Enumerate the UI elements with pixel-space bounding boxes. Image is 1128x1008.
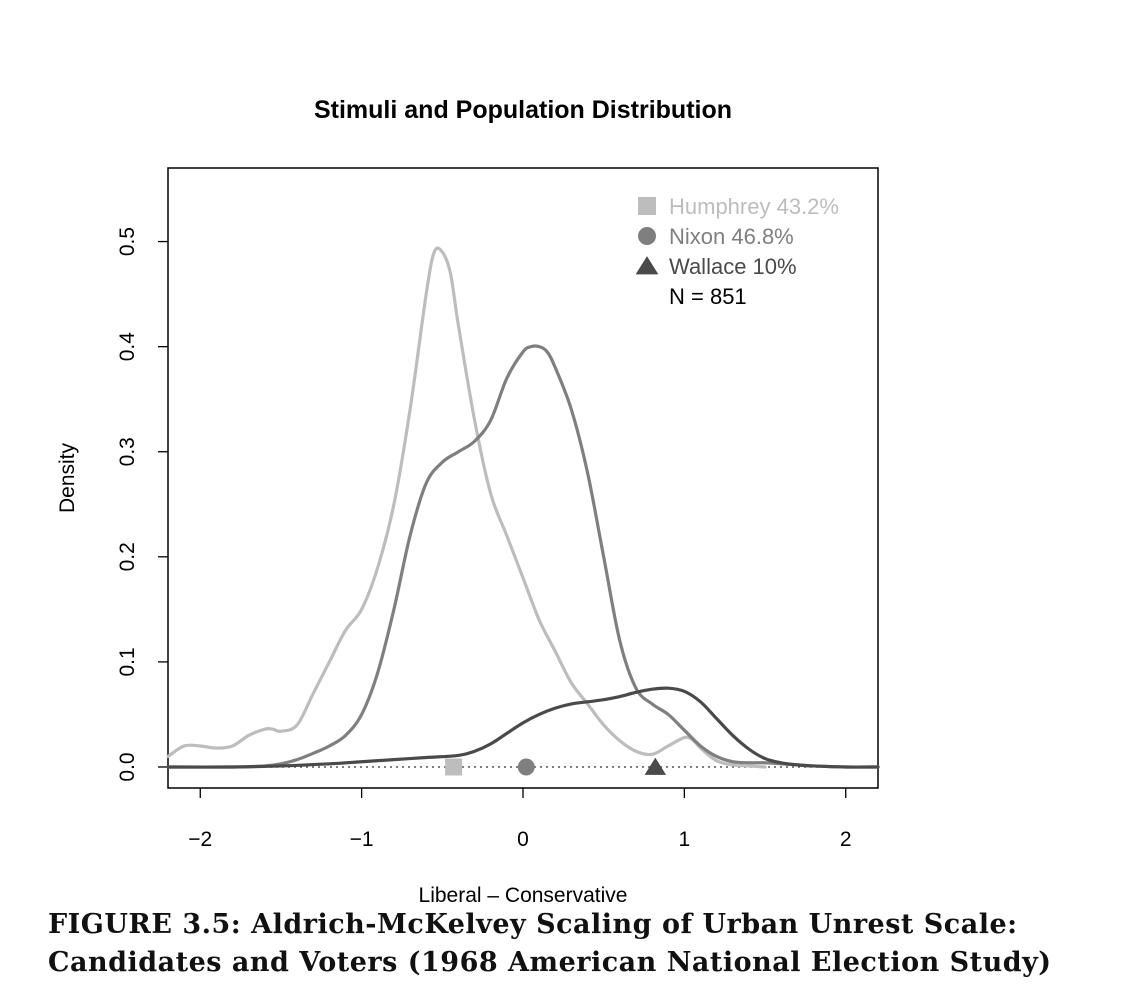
x-tick-label: 2 bbox=[840, 828, 852, 851]
density-curves bbox=[166, 246, 880, 769]
legend-marker-nixon bbox=[638, 227, 656, 245]
y-tick-label: 0.5 bbox=[116, 227, 139, 256]
legend-marker-wallace bbox=[635, 256, 659, 275]
x-tick-label: 0 bbox=[517, 828, 529, 851]
y-tick-label: 0.2 bbox=[116, 542, 139, 571]
density-line-humphrey bbox=[166, 246, 767, 769]
y-tick-label: 0.4 bbox=[116, 332, 139, 362]
figure-caption: FIGURE 3.5: Aldrich-McKelvey Scaling of … bbox=[48, 906, 1108, 982]
caption-line-2: Candidates and Voters (1968 American Nat… bbox=[48, 947, 1052, 978]
legend: Humphrey 43.2% Nixon 46.8% Wallace 10% N = … bbox=[635, 194, 839, 309]
y-tick-label: 0.1 bbox=[116, 647, 139, 676]
density-line-nixon bbox=[166, 344, 880, 769]
legend-sample-size: N = 851 bbox=[669, 284, 747, 309]
stimulus-marker-wallace bbox=[644, 757, 667, 775]
chart-title: Stimuli and Population Distribution bbox=[314, 96, 732, 124]
x-tick-label: −1 bbox=[350, 828, 374, 851]
y-tick-label: 0.3 bbox=[116, 437, 139, 466]
density-line-wallace bbox=[166, 686, 880, 769]
x-axis: −2 −1 0 1 2 bbox=[188, 788, 852, 851]
y-axis-label: Density bbox=[56, 442, 79, 513]
legend-label-humphrey: Humphrey 43.2% bbox=[669, 194, 839, 219]
x-tick-label: 1 bbox=[679, 828, 691, 851]
x-tick-label: −2 bbox=[188, 828, 212, 851]
stimulus-marker-humphrey bbox=[445, 758, 463, 776]
legend-marker-humphrey bbox=[638, 197, 656, 215]
y-tick-label: 0.0 bbox=[116, 752, 139, 781]
legend-label-nixon: Nixon 46.8% bbox=[669, 224, 794, 249]
caption-line-1: FIGURE 3.5: Aldrich-McKelvey Scaling of … bbox=[48, 909, 1018, 940]
stimulus-markers bbox=[445, 757, 667, 776]
legend-label-wallace: Wallace 10% bbox=[669, 254, 797, 279]
y-axis: 0.0 0.1 0.2 0.3 0.4 0.5 bbox=[116, 227, 168, 782]
x-axis-label: Liberal – Conservative bbox=[419, 884, 628, 907]
stimulus-marker-nixon bbox=[517, 758, 535, 776]
